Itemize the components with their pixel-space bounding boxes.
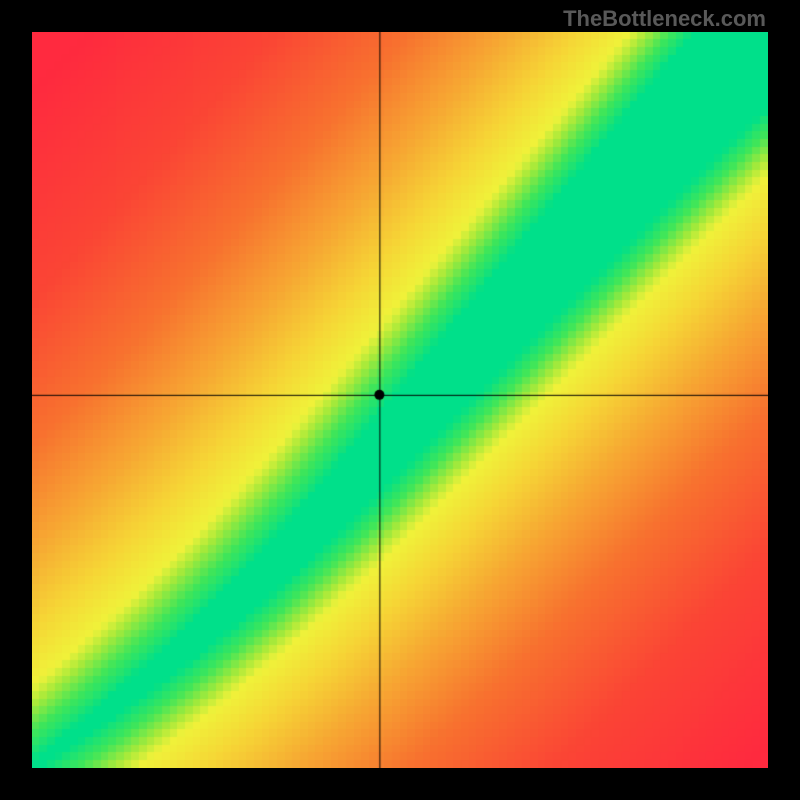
chart-container: { "watermark": { "text": "TheBottleneck.… xyxy=(0,0,800,800)
bottleneck-heatmap xyxy=(32,32,768,768)
watermark-text: TheBottleneck.com xyxy=(563,6,766,32)
